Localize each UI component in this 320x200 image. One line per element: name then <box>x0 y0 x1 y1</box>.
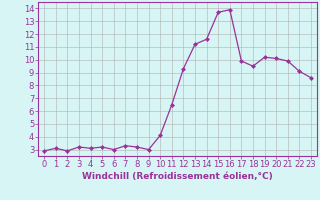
X-axis label: Windchill (Refroidissement éolien,°C): Windchill (Refroidissement éolien,°C) <box>82 172 273 181</box>
